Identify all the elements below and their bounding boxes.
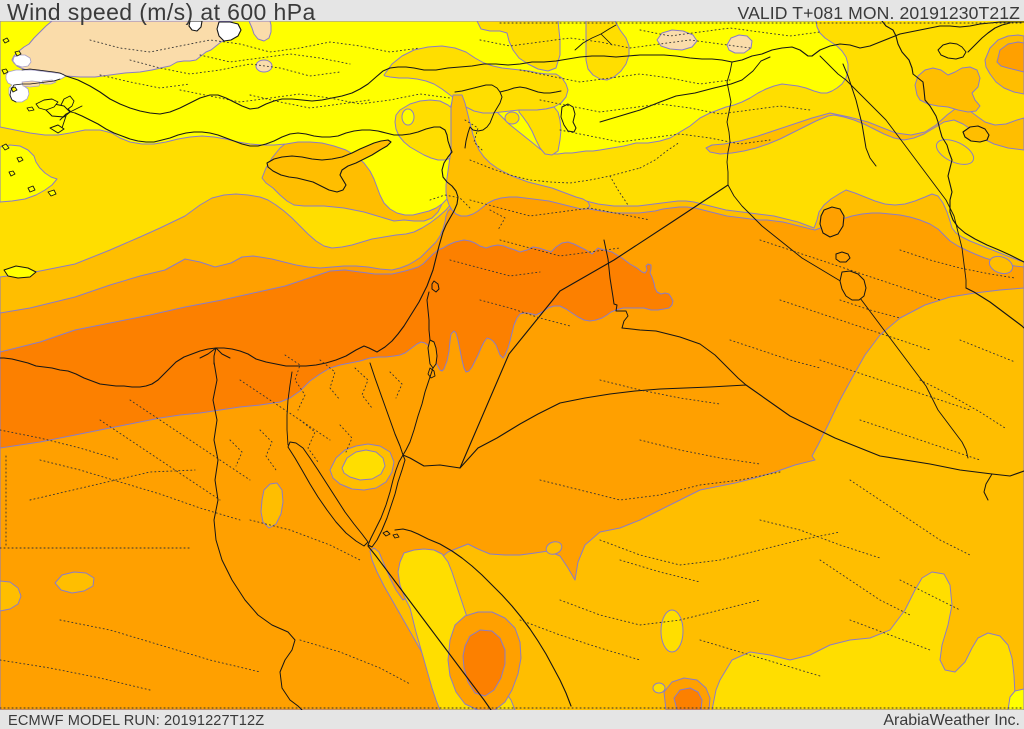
svg-text:ECMWF MODEL RUN: 20191227T12Z: ECMWF MODEL RUN: 20191227T12Z [8,713,264,729]
svg-text:ArabiaWeather Inc.: ArabiaWeather Inc. [883,712,1020,729]
svg-text:Wind speed (m/s) at 600 hPa: Wind speed (m/s) at 600 hPa [7,0,316,25]
svg-text:VALID T+081 MON. 20191230T21Z: VALID T+081 MON. 20191230T21Z [738,3,1021,23]
